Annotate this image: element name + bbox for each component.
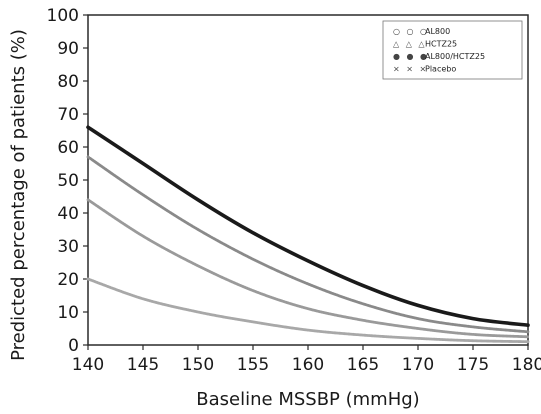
x-tick-label: 150	[182, 355, 214, 375]
x-tick-label: 170	[402, 355, 434, 375]
y-tick-label: 40	[57, 204, 79, 224]
x-tick-label: 145	[127, 355, 159, 375]
y-tick-label: 80	[57, 72, 79, 92]
series-line-placebo	[86, 277, 530, 344]
legend-label: HCTZ25	[425, 40, 457, 49]
series-line-al800-hctz25	[86, 125, 530, 327]
legend-label: AL800	[425, 27, 450, 36]
x-tick-label: 180	[512, 355, 541, 375]
legend-marker-icon: ● ● ●	[393, 52, 429, 61]
series-line-hctz25	[86, 198, 530, 339]
series-lines	[86, 125, 530, 344]
y-tick-label: 0	[68, 336, 79, 356]
y-tick-label: 30	[57, 237, 79, 257]
y-tick-label: 90	[57, 39, 79, 59]
y-tick-label: 20	[57, 270, 79, 290]
legend-marker-icon: ○ ○ ○	[393, 27, 429, 36]
x-tick-label: 175	[457, 355, 489, 375]
x-tick-label: 160	[292, 355, 324, 375]
legend-label: Placebo	[425, 65, 456, 74]
legend-marker-icon: × × ×	[393, 65, 428, 74]
y-tick-label: 70	[57, 105, 79, 125]
y-tick-label: 10	[57, 303, 79, 323]
x-axis-title: Baseline MSSBP (mmHg)	[196, 389, 419, 410]
legend-box	[382, 20, 523, 80]
x-axis: 140 145 150 155 160 165 170 175 180	[72, 345, 541, 375]
legend-marker-icon: △ △ △	[393, 40, 427, 49]
legend: ○ ○ ○AL800 △ △ △HCTZ25 ● ● ●AL800/HCTZ25 × …	[382, 20, 523, 80]
x-tick-label: 155	[237, 355, 269, 375]
y-tick-label: 100	[47, 6, 79, 26]
y-tick-label: 50	[57, 171, 79, 191]
legend-label: AL800/HCTZ25	[425, 52, 485, 61]
series-line-al800	[86, 155, 530, 334]
y-axis-title: Predicted percentage of patients (%)	[8, 29, 29, 361]
x-tick-label: 140	[72, 355, 104, 375]
y-axis: 0 10 20 30 40 50 60 70 80 90 100	[47, 6, 88, 356]
y-tick-label: 60	[57, 138, 79, 158]
x-tick-label: 165	[347, 355, 379, 375]
